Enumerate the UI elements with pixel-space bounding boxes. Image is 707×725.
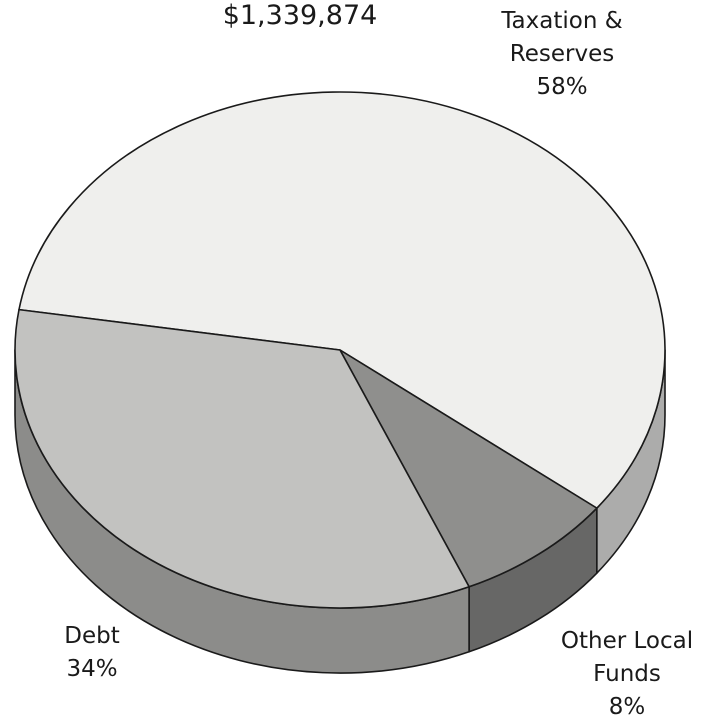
pie-slice-other-local-funds <box>339 349 598 588</box>
slice-category-label: Reserves <box>510 41 614 67</box>
slice-percent-label: 58% <box>536 74 587 100</box>
slice-label-other-local-funds: Other Local Funds 8% <box>561 628 693 720</box>
slice-label-debt: Debt 34% <box>64 623 119 682</box>
pie-slice-taxation-reserves <box>18 91 666 509</box>
slice-labels: Taxation & Reserves 58% Other Local Funds 8% D… <box>64 8 693 720</box>
slice-category-label: Taxation & <box>500 8 622 34</box>
slice-category-label: Funds <box>593 661 661 687</box>
slice-percent-label: 34% <box>66 656 117 682</box>
slice-category-label: Debt <box>64 623 119 649</box>
slice-category-label: Other Local <box>561 628 693 654</box>
slice-percent-label: 8% <box>609 694 646 720</box>
slice-label-taxation-reserves: Taxation & Reserves 58% <box>500 8 622 100</box>
pie-top-slices <box>14 91 666 609</box>
pie-slice-debt <box>14 308 470 609</box>
chart-title: $1,339,874 <box>223 0 378 31</box>
